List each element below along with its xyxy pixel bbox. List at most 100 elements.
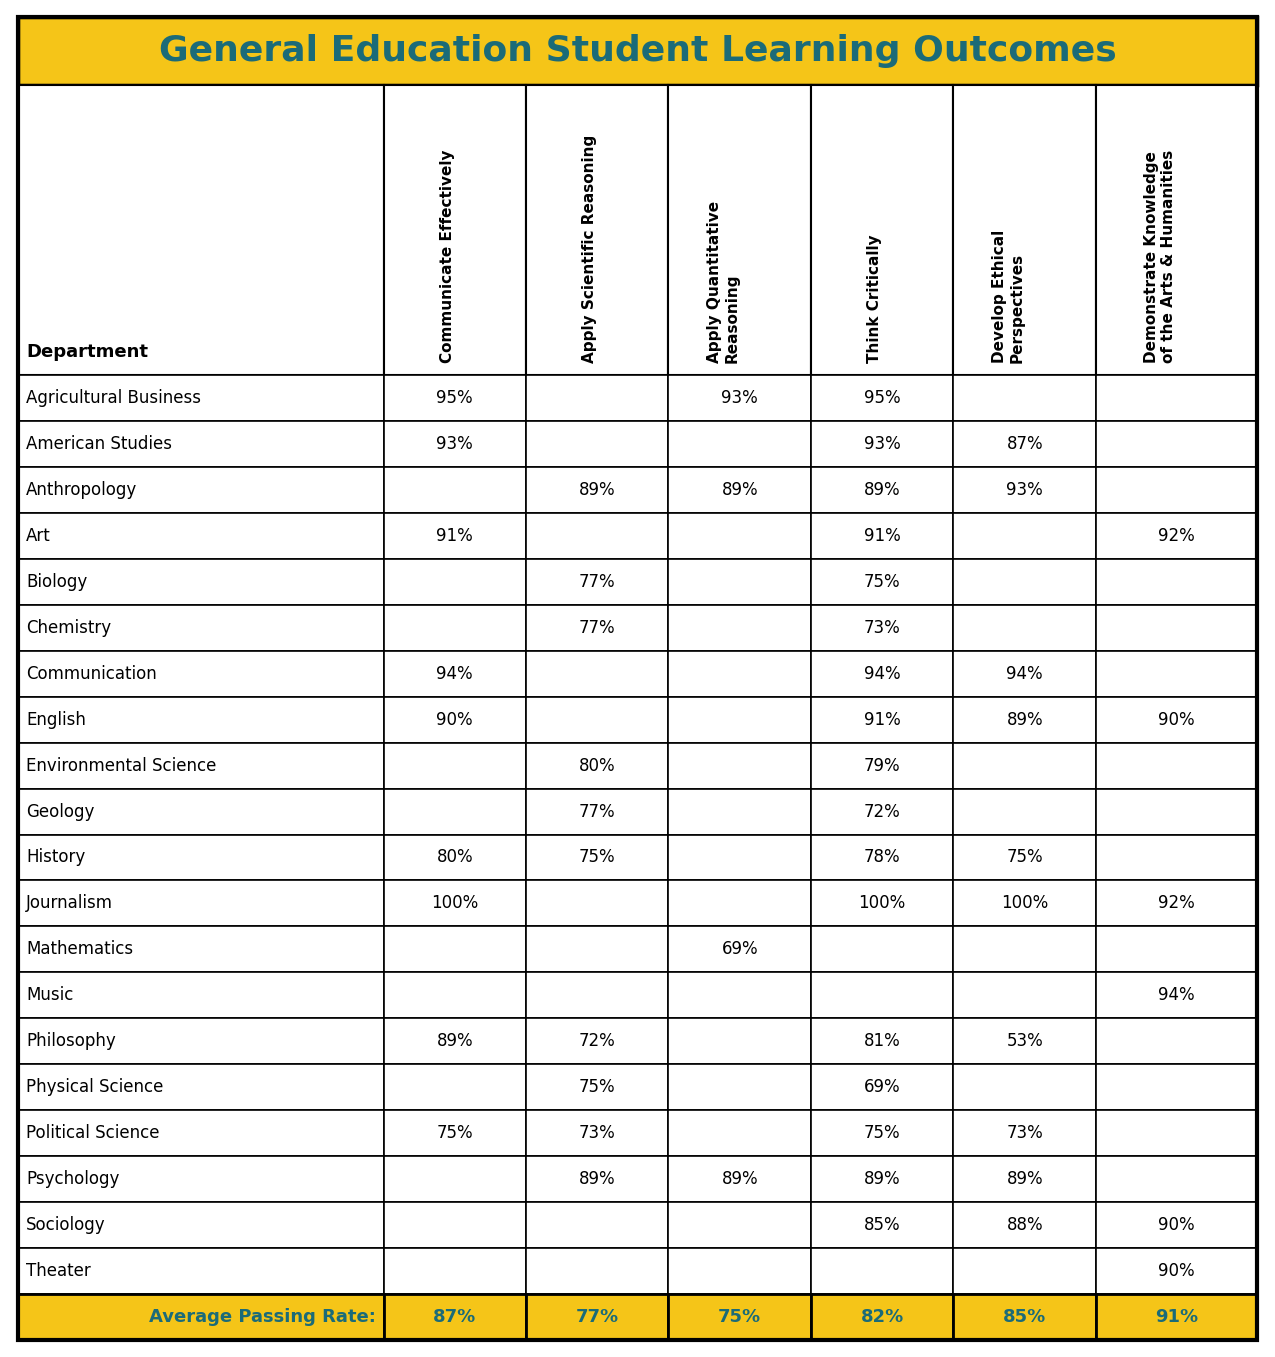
Bar [384,1018,527,1064]
Text: 75%: 75% [864,1124,900,1143]
Text: 90%: 90% [1158,1216,1195,1234]
Text: 89%: 89% [864,480,900,499]
Bar [527,881,668,927]
Text: 69%: 69% [864,1079,900,1096]
Bar [1096,85,1257,375]
Text: 75%: 75% [1006,848,1043,867]
Bar [954,1064,1096,1110]
Text: 77%: 77% [579,802,616,821]
Bar [1096,1064,1257,1110]
Bar [954,651,1096,696]
Bar [954,513,1096,559]
Bar [668,1018,811,1064]
Bar [18,742,384,788]
Text: 81%: 81% [864,1033,900,1050]
Bar [384,1110,527,1156]
Text: 93%: 93% [436,436,473,453]
Bar [954,973,1096,1018]
Bar [811,1156,954,1202]
Text: 89%: 89% [1006,711,1043,729]
Bar [811,1248,954,1295]
Text: 87%: 87% [434,1308,477,1326]
Text: Think Critically: Think Critically [867,235,882,364]
Text: Journalism: Journalism [26,894,113,912]
Text: 92%: 92% [1158,894,1195,912]
Text: 75%: 75% [579,1079,616,1096]
Bar [384,85,527,375]
Text: 90%: 90% [1158,711,1195,729]
Text: Theater: Theater [26,1262,91,1280]
Bar [527,696,668,742]
Bar [18,835,384,881]
Bar [668,1248,811,1295]
Text: 100%: 100% [858,894,905,912]
Bar [954,927,1096,973]
Text: Sociology: Sociology [26,1216,106,1234]
Bar [954,467,1096,513]
Bar [668,881,811,927]
Text: 89%: 89% [722,480,759,499]
Text: 75%: 75% [579,848,616,867]
Bar [1096,513,1257,559]
Text: 73%: 73% [579,1124,616,1143]
Bar [811,788,954,835]
Bar [954,1202,1096,1248]
Bar [527,559,668,605]
Text: 89%: 89% [722,1170,759,1189]
Bar [668,1064,811,1110]
Text: Philosophy: Philosophy [26,1033,116,1050]
Bar [1096,973,1257,1018]
Text: Department: Department [26,343,148,361]
Bar [954,375,1096,421]
Bar [1096,1018,1257,1064]
Text: 94%: 94% [1158,987,1195,1004]
Bar [1096,927,1257,973]
Bar [527,651,668,696]
Bar [18,973,384,1018]
Bar [18,1110,384,1156]
Bar [668,927,811,973]
Bar [527,421,668,467]
Text: 89%: 89% [1006,1170,1043,1189]
Text: Demonstrate Knowledge
of the Arts & Humanities: Demonstrate Knowledge of the Arts & Huma… [1144,149,1177,364]
Bar [668,788,811,835]
Bar [18,1295,384,1339]
Bar [18,651,384,696]
Bar [527,375,668,421]
Text: 91%: 91% [436,527,473,544]
Bar [668,513,811,559]
Bar [811,742,954,788]
Text: 77%: 77% [579,619,616,636]
Text: 91%: 91% [864,711,900,729]
Text: 88%: 88% [1006,1216,1043,1234]
Text: Political Science: Political Science [26,1124,159,1143]
Bar [384,696,527,742]
Text: 69%: 69% [722,940,759,958]
Text: 75%: 75% [718,1308,761,1326]
Bar [527,1248,668,1295]
Text: Physical Science: Physical Science [26,1079,163,1096]
Text: 91%: 91% [864,527,900,544]
Bar [668,375,811,421]
Bar [384,605,527,651]
Bar [954,1156,1096,1202]
Text: 100%: 100% [1001,894,1048,912]
Bar [384,375,527,421]
Bar [668,85,811,375]
Text: Chemistry: Chemistry [26,619,111,636]
Bar [527,742,668,788]
Bar [18,788,384,835]
Bar [954,881,1096,927]
Text: 94%: 94% [1006,665,1043,683]
Bar [954,696,1096,742]
Text: English: English [26,711,85,729]
Bar [811,1064,954,1110]
Bar [1096,1248,1257,1295]
Text: 78%: 78% [864,848,900,867]
Bar [668,421,811,467]
Bar [1096,788,1257,835]
Bar [1096,881,1257,927]
Text: History: History [26,848,85,867]
Bar [668,1110,811,1156]
Text: 89%: 89% [579,480,616,499]
